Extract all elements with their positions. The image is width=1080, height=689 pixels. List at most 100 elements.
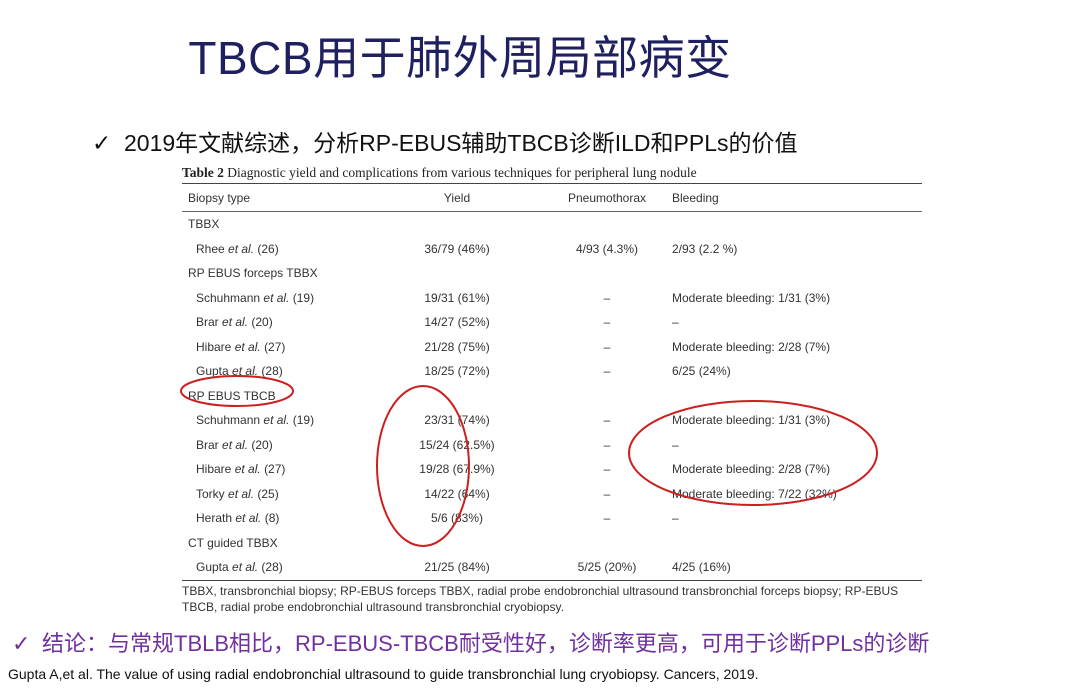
study-cell: Schuhmann et al. (19) <box>182 408 372 433</box>
table-footnote: TBBX, transbronchial biopsy; RP-EBUS for… <box>182 583 899 614</box>
yield-cell: 21/25 (84%) <box>424 560 490 575</box>
table-figure: Table 2 Diagnostic yield and complicatio… <box>182 163 922 615</box>
study-etal: et al. <box>263 413 290 428</box>
study-author: Torky <box>196 486 225 501</box>
table-caption-label: Table 2 <box>182 165 224 180</box>
study-ref: (25) <box>257 486 279 501</box>
study-author: Schuhmann <box>196 290 261 305</box>
group-name: RP EBUS forceps TBBX <box>188 266 318 281</box>
study-etal: et al. <box>228 241 255 256</box>
study-cell: Brar et al. (20) <box>182 433 372 458</box>
study-cell: Herath et al. (8) <box>182 506 372 531</box>
conclusion: ✓ 结论：与常规TBLB相比，RP-EBUS-TBCB耐受性好，诊断率更高，可用于… <box>12 626 929 658</box>
study-ref: (19) <box>292 413 315 428</box>
study-ref: (20) <box>251 315 273 330</box>
study-ref: (27) <box>264 462 286 477</box>
bleeding-cell: Moderate bleeding: 1/31 (3%) <box>672 413 831 428</box>
yield-cell: 14/27 (52%) <box>424 315 490 330</box>
study-cell: Gupta et al. (28) <box>182 555 372 580</box>
bleeding-cell: 6/25 (24%) <box>672 364 731 379</box>
study-author: Brar <box>196 315 219 330</box>
study-etal: et al. <box>234 339 261 354</box>
study-etal: et al. <box>235 511 262 526</box>
study-cell: Brar et al. (20) <box>182 310 372 335</box>
pneumothorax-cell: – <box>603 413 611 428</box>
yield-cell: 21/28 (75%) <box>424 339 490 354</box>
table-group-row: RP EBUS forceps TBBX <box>182 261 922 286</box>
table-row: Torky et al. (25) 14/22 (64%) – Moderate bl… <box>182 482 922 507</box>
study-cell: Hibare et al. (27) <box>182 457 372 482</box>
study-etal: et al. <box>232 560 259 575</box>
header-pneumothorax: Pneumothorax <box>567 190 647 205</box>
table-group-row: RP EBUS TBCB <box>182 384 922 409</box>
study-ref: (26) <box>257 241 279 256</box>
study-ref: (19) <box>292 290 315 305</box>
study-author: Gupta <box>196 364 229 379</box>
slide-title: TBCB用于肺外周局部病变 <box>188 32 732 84</box>
study-cell: Torky et al. (25) <box>182 482 372 507</box>
group-name: RP EBUS TBCB <box>188 388 276 403</box>
check-icon: ✓ <box>12 631 31 656</box>
yield-cell: 23/31 (74%) <box>424 413 490 428</box>
header-bleeding: Bleeding <box>672 190 719 205</box>
bleeding-cell: 2/93 (2.2 %) <box>672 241 738 256</box>
study-etal: et al. <box>228 486 255 501</box>
bleeding-cell: – <box>672 315 679 330</box>
study-author: Rhee <box>196 241 225 256</box>
study-etal: et al. <box>234 462 261 477</box>
table-row: Hibare et al. (27) 21/28 (75%) – Moderate b… <box>182 335 922 360</box>
pneumothorax-cell: – <box>603 486 611 501</box>
bleeding-cell: – <box>672 437 679 452</box>
group-name: TBBX <box>188 217 220 232</box>
header-yield: Yield <box>443 190 471 205</box>
yield-cell: 18/25 (72%) <box>424 364 490 379</box>
bullet-text: 2019年文献综述，分析RP-EBUS辅助TBCB诊断ILD和PPLs的价值 <box>124 130 798 156</box>
table-row: Schuhmann et al. (19) 23/31 (74%) – Moderat… <box>182 408 922 433</box>
pneumothorax-cell: – <box>603 511 611 526</box>
bullet-point: ✓ 2019年文献综述，分析RP-EBUS辅助TBCB诊断ILD和PPLs的价值 <box>92 124 798 158</box>
yield-cell: 14/22 (64%) <box>424 486 490 501</box>
pneumothorax-cell: – <box>603 339 611 354</box>
table-row: Gupta et al. (28) 18/25 (72%) – 6/25 (24%) <box>182 359 922 384</box>
table-header-row: Biopsy type Yield Pneumothorax Bleeding <box>182 184 922 212</box>
yield-cell: 36/79 (46%) <box>424 241 490 256</box>
table-row: Brar et al. (20) 14/27 (52%) – – <box>182 310 922 335</box>
table-caption: Table 2 Diagnostic yield and complicatio… <box>182 163 922 183</box>
table-body: TBBX Rhee et al. (26) 36/79 (46%) 4/93 (4.3… <box>182 212 922 580</box>
study-ref: (27) <box>264 339 286 354</box>
pneumothorax-cell: – <box>603 437 611 452</box>
study-cell: Hibare et al. (27) <box>182 335 372 360</box>
study-author: Brar <box>196 437 219 452</box>
check-icon: ✓ <box>92 130 112 156</box>
table-group-row: TBBX <box>182 212 922 237</box>
table-row: Hibare et al. (27) 19/28 (67.9%) – Moderate… <box>182 457 922 482</box>
yield-cell: 15/24 (62.5%) <box>419 437 495 452</box>
study-etal: et al. <box>222 437 249 452</box>
conclusion-text: 结论：与常规TBLB相比，RP-EBUS-TBCB耐受性好，诊断率更高，可用于诊… <box>42 631 930 656</box>
study-ref: (8) <box>264 511 280 526</box>
pneumothorax-cell: 4/93 (4.3%) <box>575 241 639 256</box>
study-etal: et al. <box>232 364 259 379</box>
table-bottom-rule <box>182 579 922 581</box>
bleeding-cell: Moderate bleeding: 2/28 (7%) <box>672 462 831 477</box>
bleeding-cell: 4/25 (16%) <box>672 560 731 575</box>
study-cell: Schuhmann et al. (19) <box>182 286 372 311</box>
table-top-rule <box>182 183 922 184</box>
header-biopsy-type: Biopsy type <box>188 190 251 205</box>
study-etal: et al. <box>263 290 290 305</box>
study-author: Hibare <box>196 339 232 354</box>
pneumothorax-cell: 5/25 (20%) <box>577 560 637 575</box>
bleeding-cell: Moderate bleeding: 1/31 (3%) <box>672 290 831 305</box>
study-cell: Rhee et al. (26) <box>182 237 372 262</box>
study-author: Herath <box>196 511 233 526</box>
study-ref: (20) <box>251 437 273 452</box>
study-author: Gupta <box>196 560 229 575</box>
table-row: Schuhmann et al. (19) 19/31 (61%) – Moderat… <box>182 286 922 311</box>
study-etal: et al. <box>222 315 249 330</box>
yield-cell: 19/28 (67.9%) <box>419 462 495 477</box>
bleeding-cell: Moderate bleeding: 2/28 (7%) <box>672 339 831 354</box>
bleeding-cell: – <box>672 511 679 526</box>
bleeding-cell: Moderate bleeding: 7/22 (32%) <box>672 486 837 501</box>
study-cell: Gupta et al. (28) <box>182 359 372 384</box>
yield-cell: 5/6 (83%) <box>430 511 484 526</box>
